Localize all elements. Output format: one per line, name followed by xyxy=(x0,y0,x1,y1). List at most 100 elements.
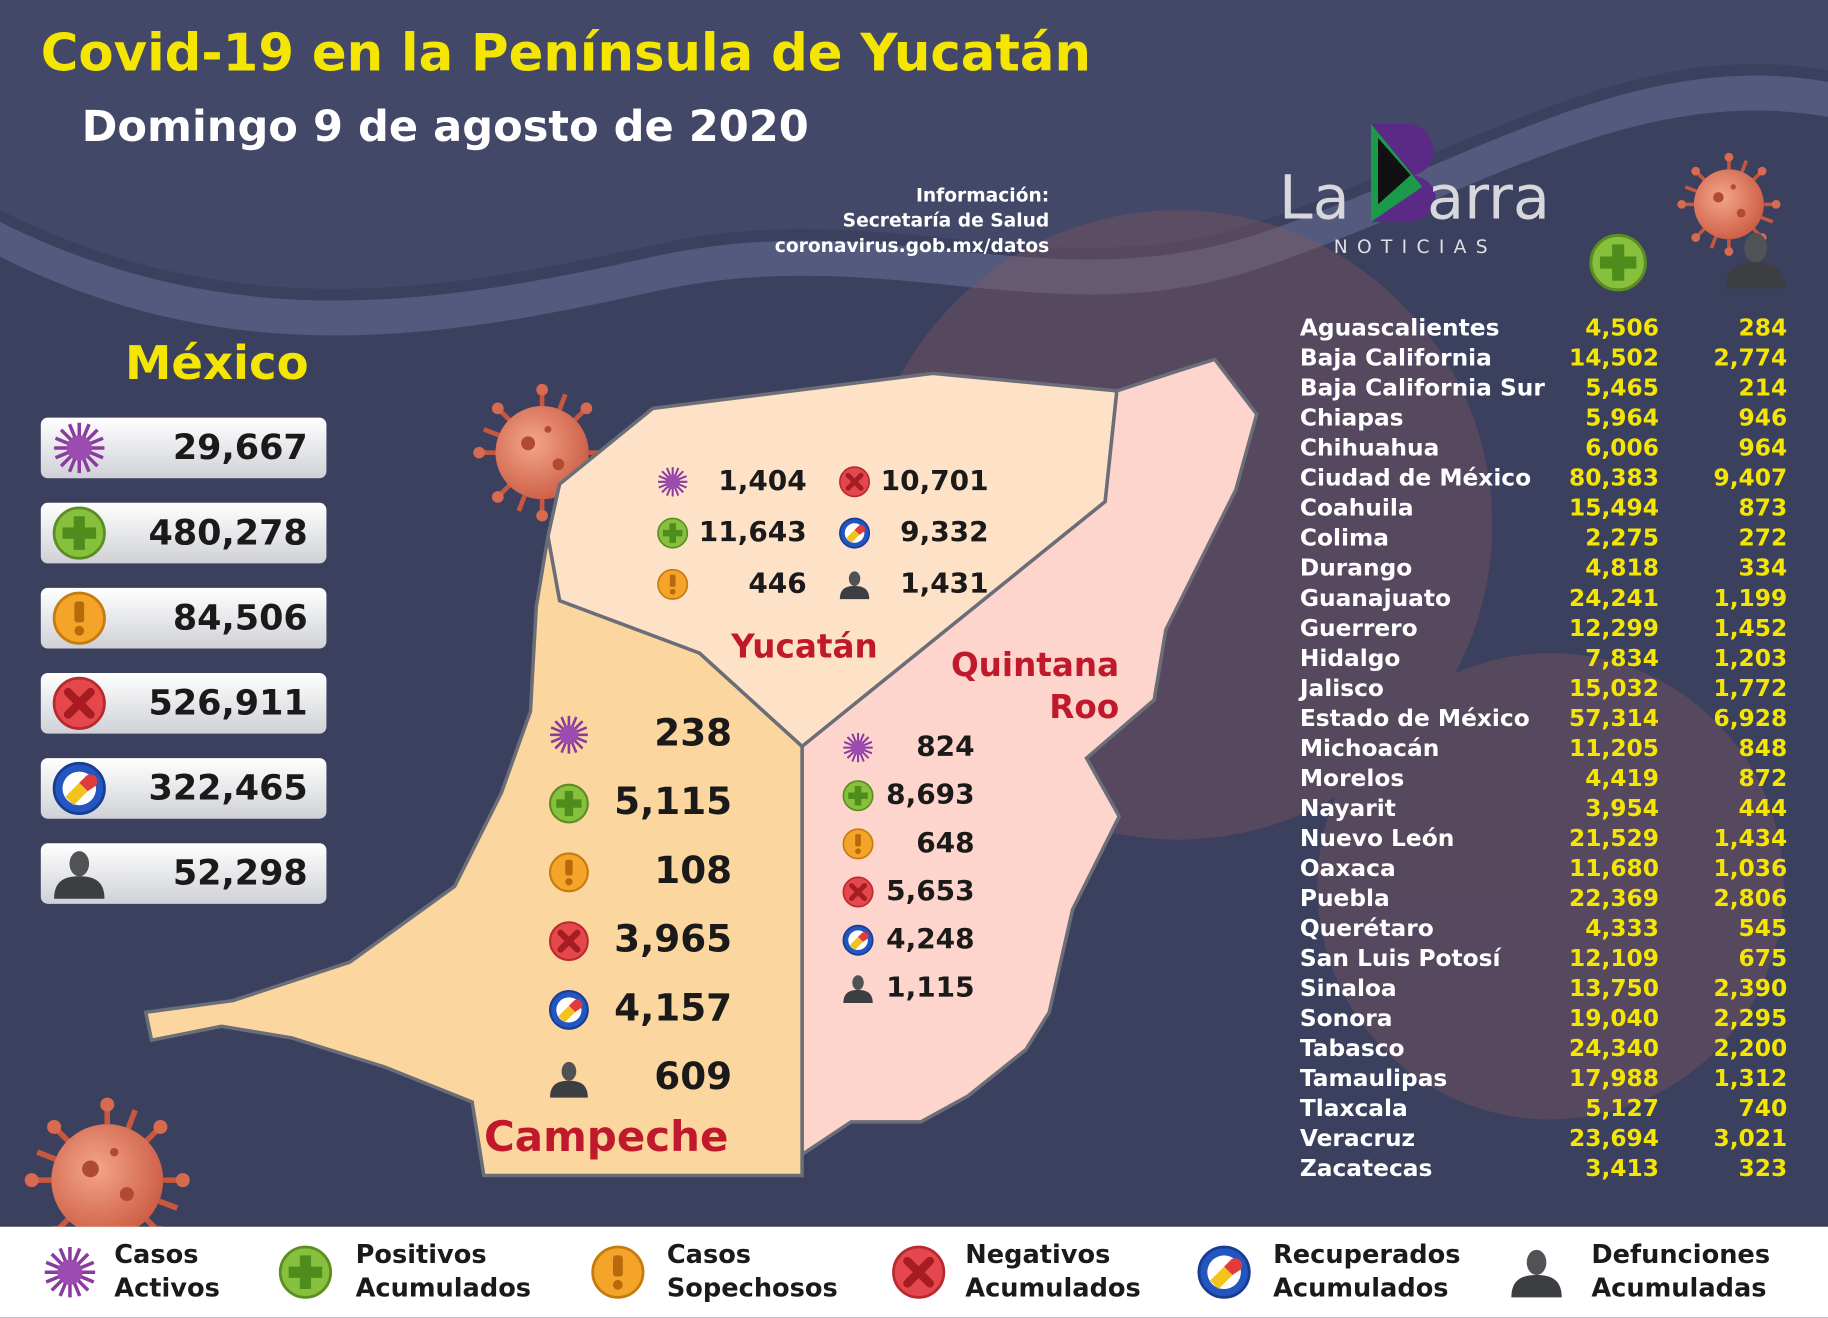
icon xyxy=(839,517,871,549)
stat-box xyxy=(40,672,327,734)
icon xyxy=(842,828,874,860)
state-deaths: 872 xyxy=(1739,765,1788,792)
stat-box xyxy=(40,417,327,479)
state-name: Estado de México xyxy=(1300,705,1530,732)
legend-label: Casos xyxy=(667,1240,751,1270)
state-name: Coahuila xyxy=(1300,495,1414,522)
content: Covid-19 en la Península de Yucatán Domin… xyxy=(40,23,1788,1304)
state-deaths: 1,452 xyxy=(1713,615,1787,642)
state-name: Michoacán xyxy=(1300,735,1439,762)
header-band xyxy=(0,0,1828,289)
state-deaths: 873 xyxy=(1739,495,1788,522)
state-positives: 17,988 xyxy=(1569,1065,1659,1092)
stat-box xyxy=(40,587,327,649)
state-deaths: 740 xyxy=(1739,1095,1788,1122)
state-positives: 24,241 xyxy=(1569,585,1659,612)
state-deaths: 3,021 xyxy=(1713,1125,1787,1152)
icon xyxy=(52,591,106,645)
state-positives: 4,333 xyxy=(1585,915,1659,942)
region-value: 1,431 xyxy=(900,566,988,599)
state-deaths: 284 xyxy=(1739,315,1788,342)
icon xyxy=(1589,233,1647,292)
state-name: Sonora xyxy=(1300,1005,1393,1032)
state-deaths: 334 xyxy=(1739,555,1788,582)
stat-value: 322,465 xyxy=(148,769,307,809)
state-deaths: 964 xyxy=(1739,435,1788,462)
region-label: Campeche xyxy=(484,1112,729,1161)
legend-label: Acumulados xyxy=(1273,1274,1448,1304)
icon xyxy=(52,506,106,560)
state-deaths: 272 xyxy=(1739,525,1788,552)
state-name: Tlaxcala xyxy=(1300,1095,1408,1122)
state-positives: 80,383 xyxy=(1569,465,1659,492)
legend-label: Defunciones xyxy=(1591,1240,1770,1270)
state-positives: 12,109 xyxy=(1569,945,1659,972)
state-positives: 4,818 xyxy=(1585,555,1659,582)
mexico-label: México xyxy=(125,336,309,390)
icon xyxy=(278,1245,333,1299)
state-deaths: 675 xyxy=(1739,945,1788,972)
state-positives: 5,465 xyxy=(1585,375,1659,402)
state-deaths: 946 xyxy=(1739,405,1788,432)
state-name: Nuevo León xyxy=(1300,825,1454,852)
state-positives: 23,694 xyxy=(1569,1125,1659,1152)
state-deaths: 2,200 xyxy=(1713,1035,1787,1062)
region-value: 10,701 xyxy=(881,464,989,497)
state-positives: 24,340 xyxy=(1569,1035,1659,1062)
region-value: 1,404 xyxy=(718,464,806,497)
state-positives: 3,413 xyxy=(1585,1155,1659,1182)
state-name: Morelos xyxy=(1300,765,1404,792)
state-deaths: 2,774 xyxy=(1713,345,1787,372)
state-positives: 7,834 xyxy=(1585,645,1659,672)
icon xyxy=(52,761,106,815)
state-positives: 11,205 xyxy=(1569,735,1659,762)
region-value: 5,653 xyxy=(886,874,974,907)
state-deaths: 1,199 xyxy=(1713,585,1787,612)
state-name: Nayarit xyxy=(1300,795,1396,822)
legend-label: Positivos xyxy=(356,1240,487,1270)
state-deaths: 1,772 xyxy=(1713,675,1787,702)
stat-value: 480,278 xyxy=(148,513,307,553)
icon xyxy=(842,731,874,764)
legend-label: Acumuladas xyxy=(1591,1274,1766,1304)
icon xyxy=(548,714,590,755)
region-value: 1,115 xyxy=(886,970,974,1003)
state-name: Puebla xyxy=(1300,885,1390,912)
icon xyxy=(550,922,588,960)
icon xyxy=(657,517,689,549)
state-name: Baja California xyxy=(1300,345,1492,372)
state-name: Chihuahua xyxy=(1300,435,1439,462)
state-deaths: 214 xyxy=(1739,375,1788,402)
legend-label: Casos xyxy=(114,1240,198,1270)
source-line: coronavirus.gob.mx/datos xyxy=(775,236,1049,257)
state-deaths: 444 xyxy=(1739,795,1788,822)
region-value: 8,693 xyxy=(886,778,974,811)
state-deaths: 2,295 xyxy=(1713,1005,1787,1032)
icon xyxy=(657,568,689,600)
region-value: 4,157 xyxy=(614,985,732,1029)
state-name: Aguascalientes xyxy=(1300,315,1500,342)
state-positives: 12,299 xyxy=(1569,615,1659,642)
region-value: 648 xyxy=(916,826,974,859)
stat-value: 526,911 xyxy=(148,683,307,723)
icon xyxy=(591,1245,645,1299)
state-deaths: 9,407 xyxy=(1713,465,1787,492)
icon xyxy=(656,466,689,498)
state-name: Guanajuato xyxy=(1300,585,1451,612)
state-deaths: 1,312 xyxy=(1713,1065,1787,1092)
state-name: San Luis Potosí xyxy=(1300,945,1503,972)
logo-mark xyxy=(1371,123,1436,222)
legend-label: Activos xyxy=(114,1274,220,1304)
stat-value: 84,506 xyxy=(173,598,308,638)
state-name: Ciudad de México xyxy=(1300,465,1531,492)
state-positives: 22,369 xyxy=(1569,885,1659,912)
icon xyxy=(548,783,589,824)
legend-label: Sopechosos xyxy=(667,1274,838,1304)
region-value: 108 xyxy=(654,848,732,892)
state-deaths: 6,928 xyxy=(1713,705,1787,732)
icon xyxy=(843,877,872,906)
region-value: 446 xyxy=(748,566,806,599)
legend-label: Negativos xyxy=(965,1240,1110,1270)
state-name: Oaxaca xyxy=(1300,855,1396,882)
